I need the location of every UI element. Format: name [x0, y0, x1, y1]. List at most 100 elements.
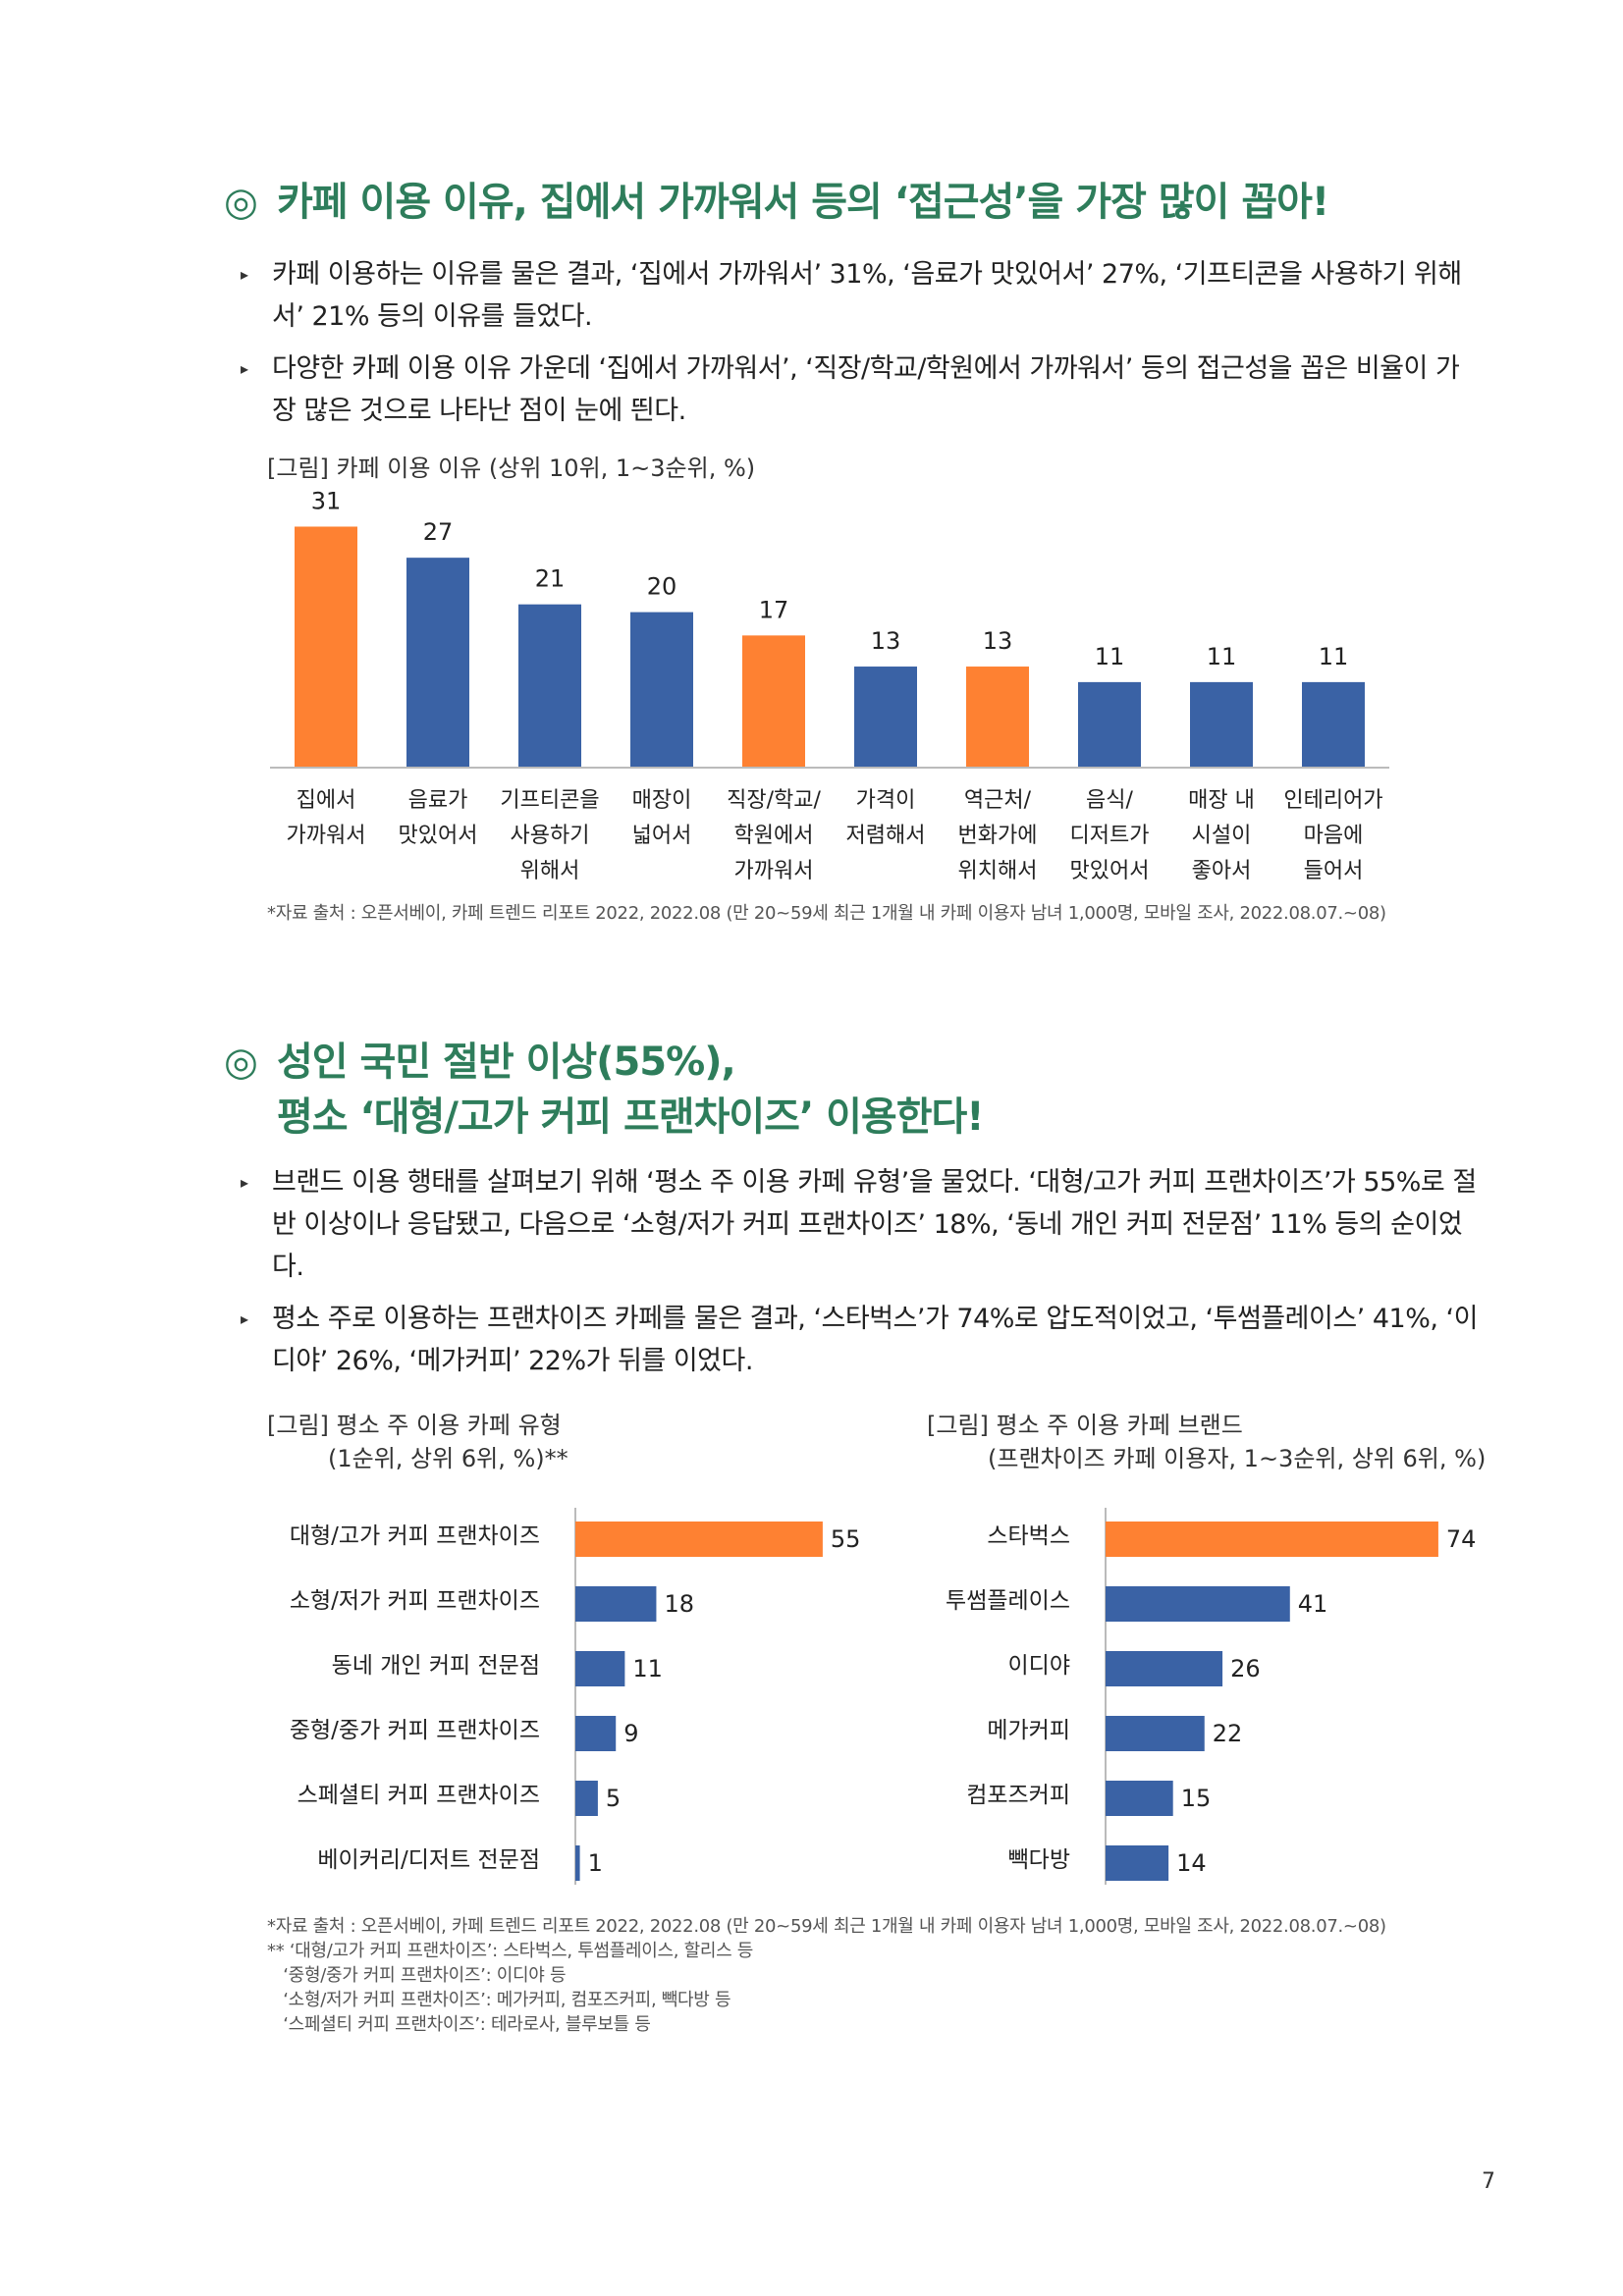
- figure2-title: [그림] 평소 주 이용 카페 유형 (1순위, 상위 6위, %)**: [267, 1412, 568, 1472]
- section2-title: ◎ 성인 국민 절반 이상(55%), 평소 ‘대형/고가 커피 프랜차이즈’ 이…: [224, 1035, 985, 1145]
- category-label: 디저트가: [1070, 824, 1150, 848]
- triangle-bullet-icon: ▸: [241, 1173, 248, 1192]
- category-label: 베이커리/디저트 전문점: [317, 1847, 540, 1873]
- category-label: 맛있어서: [1070, 859, 1150, 883]
- category-label: 학원에서: [734, 824, 814, 848]
- bullet-item: ▸ 브랜드 이용 행태를 살펴보기 위해 ‘평소 주 이용 카페 유형’을 물었다…: [241, 1161, 1483, 1288]
- section2-title-line1: 성인 국민 절반 이상(55%),: [277, 1040, 736, 1085]
- data-label: 1: [588, 1849, 603, 1877]
- category-label: 들어서: [1304, 859, 1364, 883]
- data-label: 13: [871, 627, 901, 655]
- data-label: 22: [1213, 1720, 1243, 1747]
- bar: [1106, 1845, 1169, 1881]
- category-label: 가까워서: [287, 824, 366, 848]
- bar: [575, 1651, 625, 1686]
- bar: [1106, 1651, 1223, 1686]
- category-label: 맛있어서: [399, 824, 478, 848]
- data-label: 21: [535, 565, 566, 593]
- chart-cafe-brands: 74 스타벅스 41 투썸플레이스 26 이디야 22 메가커피 15 컴포즈커피 14 빽다방: [946, 1508, 1477, 1885]
- circle-marker-icon: ◎: [224, 1040, 258, 1085]
- figure1-title: [그림] 카페 이용 이유 (상위 10위, 1~3순위, %): [267, 454, 756, 482]
- category-label: 위해서: [520, 859, 580, 883]
- data-label: 11: [1095, 643, 1125, 670]
- bar: [966, 667, 1029, 768]
- chart-cafe-types: 55 대형/고가 커피 프랜차이즈 18 소형/저가 커피 프랜차이즈 11 동네 개인 …: [290, 1508, 860, 1885]
- category-label: 번화가에: [958, 824, 1038, 848]
- category-label: 직장/학교/: [727, 788, 821, 813]
- category-label: 좋아서: [1192, 859, 1252, 883]
- category-label: 스페셜티 커피 프랜차이즈: [298, 1783, 540, 1808]
- bar: [1302, 681, 1365, 768]
- bullet-item: ▸ 카페 이용하는 이유를 물은 결과, ‘집에서 가까워서’ 31%, ‘음료가…: [241, 253, 1483, 338]
- category-label: 소형/저가 커피 프랜차이즈: [290, 1588, 540, 1614]
- triangle-bullet-icon: ▸: [241, 359, 248, 378]
- data-label: 15: [1181, 1785, 1212, 1812]
- bar: [1106, 1781, 1173, 1816]
- bullet-item: ▸ 다양한 카페 이용 이유 가운데 ‘집에서 가까워서’, ‘직장/학교/학원에…: [241, 347, 1483, 432]
- category-label: 음료가: [408, 788, 468, 813]
- category-label: 저렴해서: [846, 824, 926, 848]
- data-label: 14: [1176, 1849, 1207, 1877]
- data-label: 26: [1230, 1655, 1261, 1682]
- category-label: 대형/고가 커피 프랜차이즈: [290, 1523, 540, 1549]
- category-label: 스타벅스: [987, 1523, 1070, 1549]
- data-label: 11: [1207, 643, 1237, 670]
- data-label: 11: [1319, 643, 1349, 670]
- category-label: 마음에: [1304, 824, 1364, 848]
- data-label: 13: [983, 627, 1013, 655]
- section1-bullets: ▸ 카페 이용하는 이유를 물은 결과, ‘집에서 가까워서’ 31%, ‘음료가…: [241, 253, 1483, 442]
- category-label: 시설이: [1192, 824, 1252, 848]
- category-label: 투썸플레이스: [946, 1588, 1070, 1614]
- data-label: 11: [632, 1655, 663, 1682]
- bar: [575, 1781, 598, 1816]
- bar: [630, 612, 693, 768]
- bar: [1190, 681, 1253, 768]
- data-label: 5: [606, 1785, 621, 1812]
- data-label: 18: [664, 1590, 694, 1618]
- section2-title-line2: 평소 ‘대형/고가 커피 프랜차이즈’ 이용한다!: [277, 1095, 985, 1140]
- category-label: 매장 내: [1188, 788, 1255, 813]
- bar: [575, 1522, 823, 1557]
- category-label: 이디야: [1008, 1653, 1070, 1679]
- data-label: 9: [623, 1720, 638, 1747]
- category-label: 컴포즈커피: [966, 1783, 1070, 1808]
- page-number: 7: [1482, 2169, 1495, 2194]
- data-label: 31: [311, 491, 342, 514]
- data-label: 20: [647, 573, 677, 601]
- data-label: 17: [759, 596, 789, 623]
- category-label: 위치해서: [958, 859, 1038, 883]
- section1-title-text: 카페 이용 이유, 집에서 가까워서 등의 ‘접근성’을 가장 많이 꼽아!: [277, 180, 1329, 225]
- category-label: 기프티콘을: [500, 788, 599, 813]
- figure1-source: *자료 출처 : 오픈서베이, 카페 트렌드 리포트 2022, 2022.08…: [267, 903, 1386, 924]
- category-label: 넓어서: [632, 824, 692, 848]
- category-label: 메가커피: [987, 1718, 1070, 1743]
- bar: [575, 1586, 657, 1622]
- category-label: 빽다방: [1008, 1847, 1070, 1873]
- category-label: 동네 개인 커피 전문점: [332, 1653, 540, 1679]
- bar: [1106, 1586, 1290, 1622]
- triangle-bullet-icon: ▸: [241, 265, 248, 284]
- figure3-title: [그림] 평소 주 이용 카페 브랜드 (프랜차이즈 카페 이용자, 1~3순위…: [927, 1412, 1487, 1472]
- category-label: 음식/: [1086, 788, 1133, 813]
- section2-bullets: ▸ 브랜드 이용 행태를 살펴보기 위해 ‘평소 주 이용 카페 유형’을 물었다…: [241, 1161, 1483, 1392]
- data-label: 27: [423, 518, 454, 546]
- bullet-item: ▸ 평소 주로 이용하는 프랜차이즈 카페를 물은 결과, ‘스타벅스’가 74%…: [241, 1298, 1483, 1382]
- category-label: 가까워서: [734, 859, 814, 883]
- bar: [518, 604, 581, 768]
- triangle-bullet-icon: ▸: [241, 1309, 248, 1328]
- bar: [854, 667, 917, 768]
- circle-marker-icon: ◎: [224, 180, 258, 225]
- section1-title: ◎ 카페 이용 이유, 집에서 가까워서 등의 ‘접근성’을 가장 많이 꼽아!: [224, 175, 1329, 230]
- category-label: 인테리어가: [1283, 788, 1382, 813]
- category-label: 역근처/: [964, 788, 1032, 813]
- category-label: 사용하기: [511, 824, 590, 848]
- bar: [1106, 1716, 1205, 1751]
- bar: [742, 635, 805, 768]
- category-label: 매장이: [632, 788, 692, 813]
- bar: [575, 1716, 617, 1751]
- data-label: 74: [1446, 1525, 1477, 1553]
- bar: [295, 526, 357, 768]
- bar: [1078, 681, 1141, 768]
- data-label: 41: [1298, 1590, 1328, 1618]
